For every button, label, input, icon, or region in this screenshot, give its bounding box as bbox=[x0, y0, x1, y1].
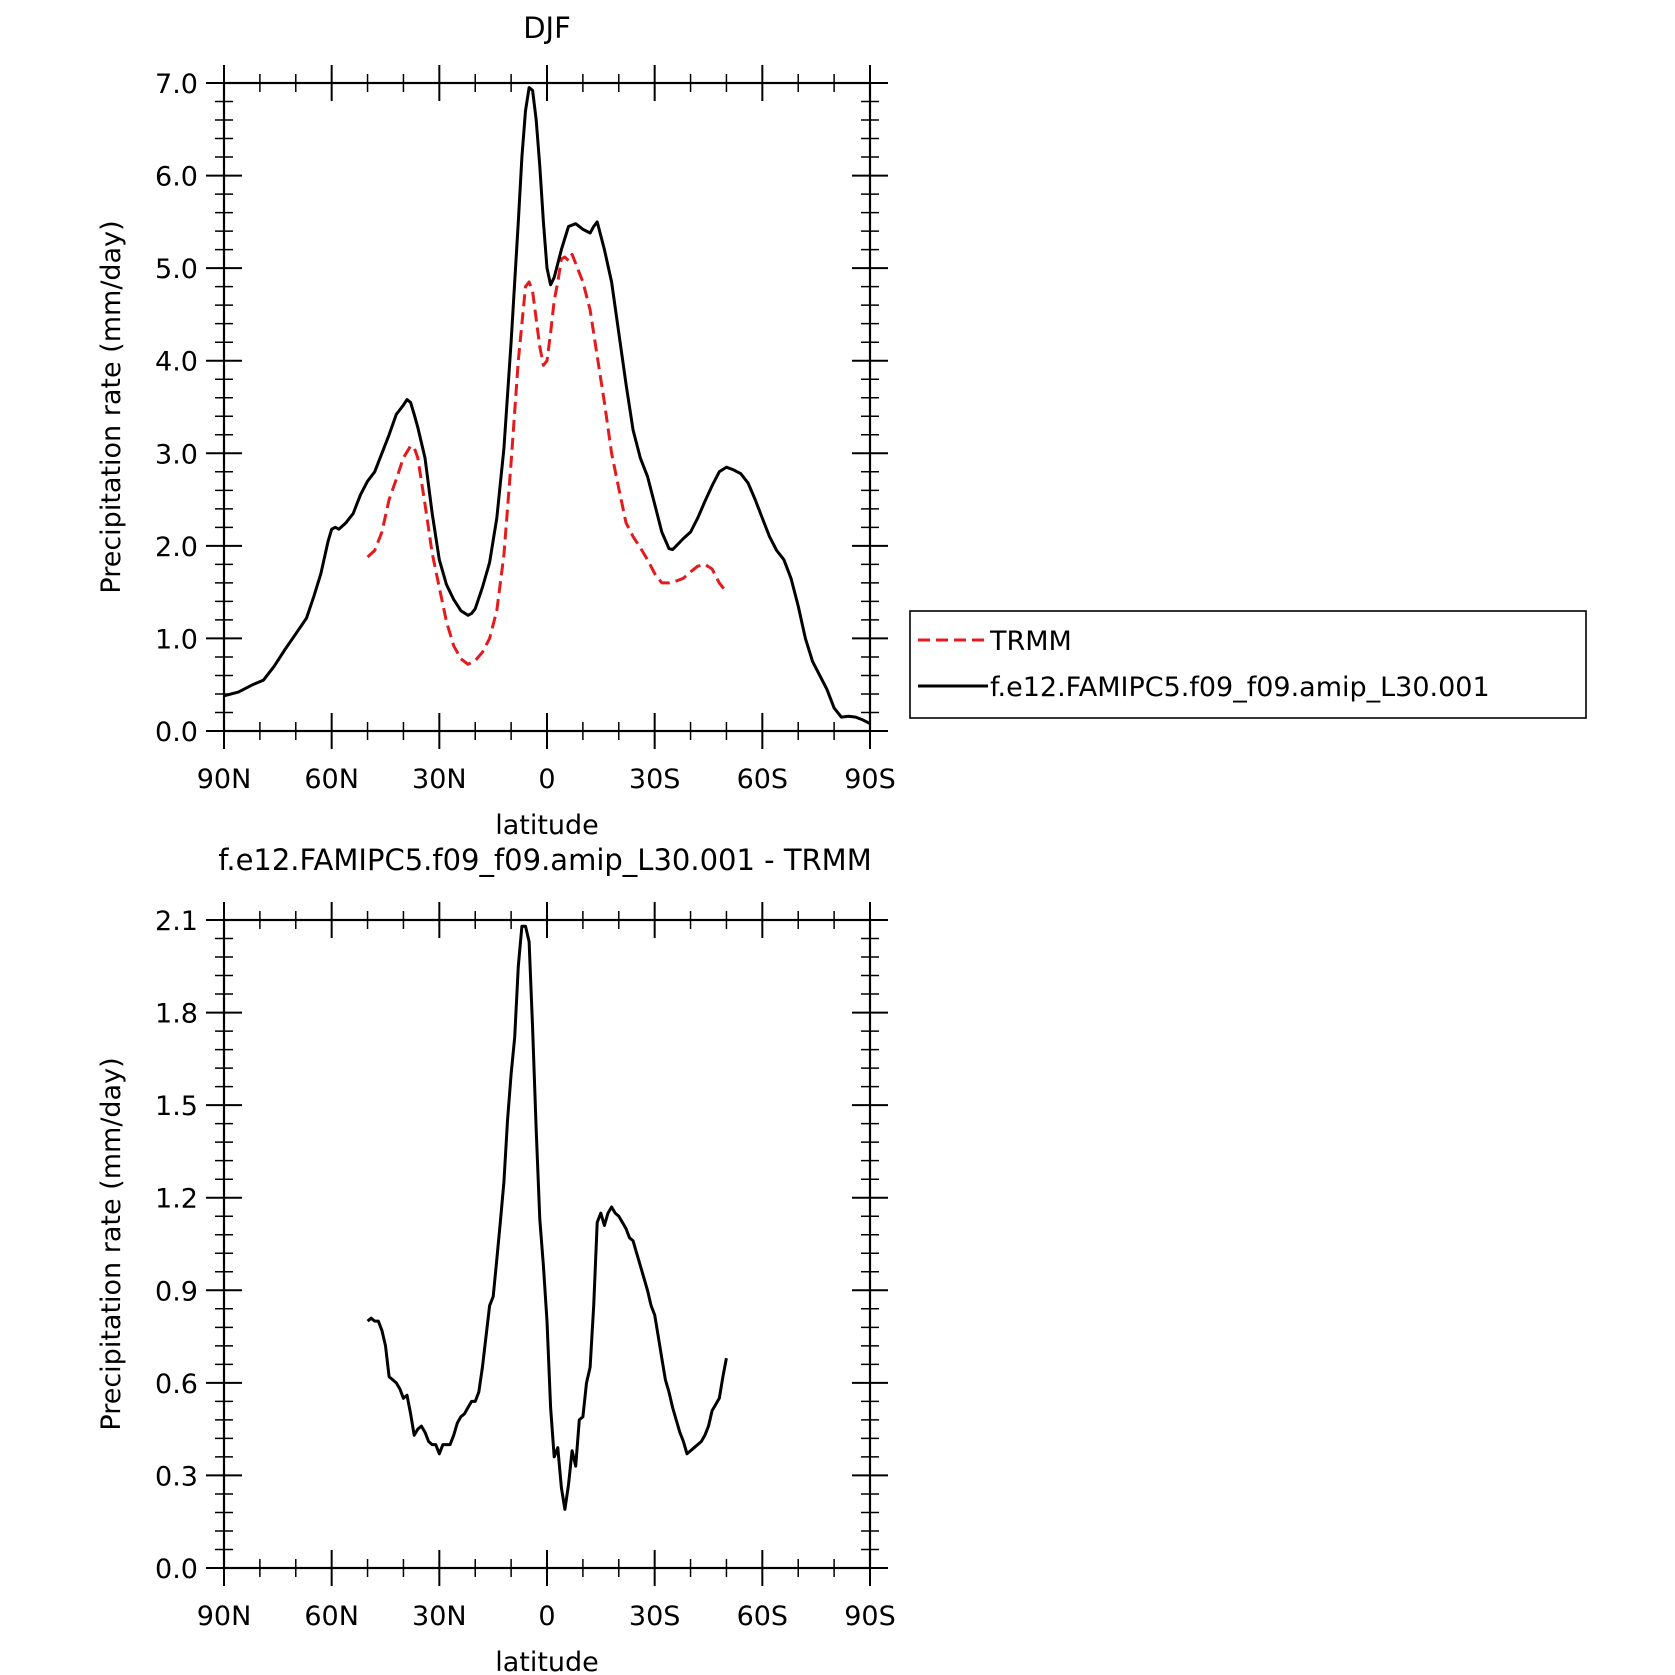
x-axis-label: latitude bbox=[495, 810, 599, 841]
y-tick-label: 5.0 bbox=[155, 254, 198, 285]
y-tick-label: 6.0 bbox=[155, 162, 198, 193]
series-line-trmm bbox=[366, 252, 728, 666]
y-tick-label: 0.6 bbox=[155, 1369, 198, 1400]
y-tick-label: 7.0 bbox=[155, 69, 198, 100]
legend: TRMM f.e12.FAMIPC5.f09_f09.amip_L30.001 bbox=[909, 610, 1587, 719]
x-tick-label: 90S bbox=[844, 1601, 896, 1632]
panel-title: DJF bbox=[523, 11, 571, 45]
x-tick-label: 30N bbox=[412, 764, 467, 795]
axis-ticks bbox=[206, 65, 888, 749]
y-tick-label: 1.2 bbox=[155, 1184, 198, 1215]
axis-ticks bbox=[206, 902, 888, 1586]
x-tick-label: 90N bbox=[197, 1601, 252, 1632]
y-tick-label: 0.0 bbox=[155, 717, 198, 748]
series-lines bbox=[223, 86, 871, 725]
legend-label-trmm: TRMM bbox=[989, 626, 1072, 657]
y-tick-label: 0.3 bbox=[155, 1461, 198, 1492]
x-tick-label: 0 bbox=[538, 764, 555, 795]
y-tick-labels: 0.0 1.0 2.0 3.0 4.0 5.0 6.0 7.0 bbox=[155, 69, 198, 748]
x-tick-label: 90S bbox=[844, 764, 896, 795]
y-tick-label: 1.8 bbox=[155, 999, 198, 1030]
x-tick-label: 30S bbox=[629, 764, 681, 795]
y-tick-label: 0.9 bbox=[155, 1276, 198, 1307]
y-tick-label: 4.0 bbox=[155, 347, 198, 378]
x-tick-label: 30N bbox=[412, 1601, 467, 1632]
legend-box bbox=[909, 610, 1587, 719]
series-line-model bbox=[366, 924, 728, 1511]
x-tick-label: 90N bbox=[197, 764, 252, 795]
x-axis-label: latitude bbox=[495, 1647, 599, 1675]
x-tick-labels: 90N 60N 30N 0 30S 60S 90S bbox=[197, 1601, 896, 1632]
x-tick-label: 60N bbox=[304, 764, 359, 795]
panel-title: f.e12.FAMIPC5.f09_f09.amip_L30.001 - TRM… bbox=[218, 843, 871, 877]
x-tick-label: 60N bbox=[304, 1601, 359, 1632]
y-axis-label: Precipitation rate (mm/day) bbox=[96, 220, 127, 593]
series-lines bbox=[366, 924, 728, 1511]
plot-frame bbox=[222, 918, 872, 1570]
y-tick-label: 2.1 bbox=[155, 906, 198, 937]
x-tick-label: 60S bbox=[737, 764, 789, 795]
difference-panel: f.e12.FAMIPC5.f09_f09.amip_L30.001 - TRM… bbox=[96, 843, 896, 1675]
y-tick-label: 0.0 bbox=[155, 1554, 198, 1585]
plot-frame bbox=[222, 81, 872, 733]
y-axis-label: Precipitation rate (mm/day) bbox=[96, 1057, 127, 1430]
y-tick-label: 1.0 bbox=[155, 624, 198, 655]
x-tick-label: 0 bbox=[538, 1601, 555, 1632]
y-tick-labels: 0.0 0.3 0.6 0.9 1.2 1.5 1.8 2.1 bbox=[155, 906, 198, 1585]
x-tick-label: 30S bbox=[629, 1601, 681, 1632]
djf-precip-panel: DJF 0.0 1.0 2.0 3.0 4.0 5.0 6.0 7.0 90N 60N 30N 0 3… bbox=[96, 11, 896, 841]
y-tick-label: 1.5 bbox=[155, 1091, 198, 1122]
series-line-model bbox=[223, 86, 871, 725]
y-tick-label: 3.0 bbox=[155, 439, 198, 470]
y-tick-label: 2.0 bbox=[155, 532, 198, 563]
legend-label-model: f.e12.FAMIPC5.f09_f09.amip_L30.001 bbox=[990, 672, 1490, 703]
x-tick-labels: 90N 60N 30N 0 30S 60S 90S bbox=[197, 764, 896, 795]
x-tick-label: 60S bbox=[737, 1601, 789, 1632]
